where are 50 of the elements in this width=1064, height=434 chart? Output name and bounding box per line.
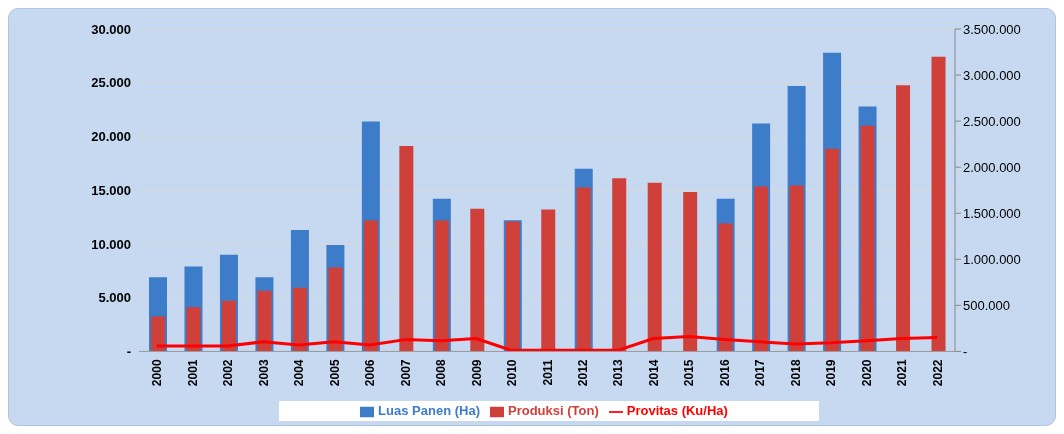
- x-tick-label: 2007: [398, 359, 413, 387]
- y2-tick-label: 2.000.000: [963, 159, 1021, 175]
- y2-tick-label: 3.500.000: [963, 21, 1021, 37]
- bar: [612, 178, 627, 352]
- x-tick-label: 2004: [292, 359, 307, 387]
- x-tick-label: 2022: [930, 359, 945, 387]
- x-tick-label: 2018: [788, 359, 803, 387]
- y-tick-label: 15.000: [91, 182, 131, 198]
- x-tick-label: 2021: [895, 359, 910, 387]
- x-tick-label: 2008: [434, 359, 449, 387]
- x-tick-label: 2019: [824, 359, 839, 387]
- y2-tick-label: 1.500.000: [963, 205, 1021, 221]
- bar: [931, 56, 946, 352]
- bar: [647, 182, 662, 352]
- x-tick-label: 2002: [221, 359, 236, 387]
- y2-tick-label: 1.000.000: [963, 251, 1021, 267]
- x-tick-label: 2013: [611, 359, 626, 387]
- x-tick-label: 2009: [469, 359, 484, 387]
- y2-tick-label: 500.000: [963, 297, 1010, 313]
- y-tick-label: 30.000: [91, 21, 131, 37]
- y-tick-label: 10.000: [91, 236, 131, 252]
- y-tick-label: 5.000: [98, 290, 131, 306]
- bar: [896, 85, 911, 352]
- legend-label: Produksi (Ton): [507, 403, 599, 419]
- y-tick-label: -: [126, 344, 131, 360]
- x-tick-label: 2015: [682, 359, 697, 387]
- line-series: [155, 334, 939, 352]
- y2-tick-label: -: [963, 344, 968, 360]
- x-tick-label: 2012: [576, 359, 590, 387]
- bar: [683, 192, 698, 352]
- x-tick-label: 2006: [363, 359, 378, 387]
- x-tick-label: 2011: [540, 359, 555, 386]
- x-tick-label: 2010: [505, 359, 520, 387]
- x-tick-label: 2016: [717, 359, 732, 387]
- x-tick-label: 2014: [646, 359, 661, 387]
- legend-label: Provitas (Ku/Ha): [626, 403, 728, 419]
- x-tick-label: 2020: [859, 359, 874, 387]
- x-tick-label: 2005: [327, 359, 342, 387]
- legend-label: Luas Panen (Ha): [378, 403, 480, 419]
- x-tick-label: 2003: [256, 359, 271, 387]
- y2-tick-label: 2.500.000: [963, 113, 1021, 129]
- y-tick-label: 20.000: [91, 129, 131, 145]
- y2-tick-label: 3.000.000: [963, 67, 1021, 83]
- bar: [541, 209, 556, 352]
- y-tick-label: 25.000: [91, 75, 131, 91]
- x-tick-label: 2001: [185, 359, 200, 387]
- bar: [399, 146, 414, 352]
- x-tick-label: 2000: [150, 359, 165, 387]
- x-tick-label: 2017: [753, 359, 768, 387]
- bar: [470, 208, 485, 352]
